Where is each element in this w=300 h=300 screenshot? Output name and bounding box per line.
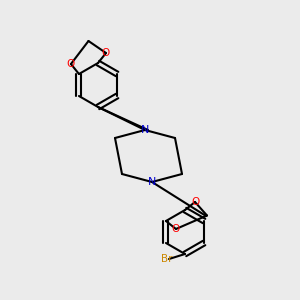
Text: O: O <box>102 48 110 58</box>
Text: N: N <box>141 125 149 135</box>
Text: Br: Br <box>161 254 173 264</box>
Text: O: O <box>172 224 180 234</box>
Text: O: O <box>67 59 75 69</box>
Text: N: N <box>148 177 156 187</box>
Text: O: O <box>191 197 199 207</box>
